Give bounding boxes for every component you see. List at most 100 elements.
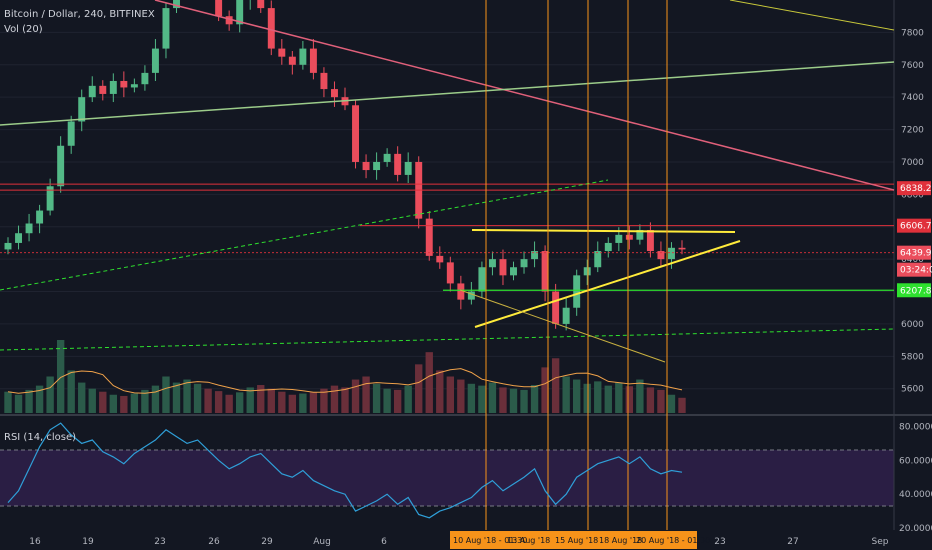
volume-bar bbox=[636, 379, 644, 413]
volume-bars bbox=[4, 340, 686, 413]
volume-bar bbox=[35, 385, 44, 413]
volume-bar bbox=[183, 379, 191, 413]
candle-body bbox=[4, 242, 12, 250]
candle-body bbox=[151, 48, 159, 73]
price-tag-support-bg bbox=[897, 283, 931, 298]
falling-channel-line bbox=[459, 289, 666, 363]
price-tick-label: 7400 bbox=[901, 93, 924, 103]
volume-bar bbox=[172, 382, 181, 413]
triangle-lower-line bbox=[474, 240, 741, 328]
volume-bar bbox=[320, 388, 328, 413]
volume-bar bbox=[56, 340, 65, 413]
candle-body bbox=[615, 234, 623, 243]
volume-bar bbox=[278, 391, 286, 413]
candle-body bbox=[678, 247, 686, 250]
volume-bar bbox=[4, 391, 12, 413]
volume-bar bbox=[46, 376, 54, 413]
price-tag-resistance: 6606.7 bbox=[900, 222, 932, 232]
price-tags: 6838.2 6606.7 6439.9 6207.8 03:24:02 bbox=[897, 181, 932, 298]
candle-body bbox=[646, 229, 654, 252]
volume-indicator-label[interactable]: Vol (20) bbox=[4, 24, 43, 35]
candle-body bbox=[604, 242, 612, 252]
candle-body bbox=[573, 275, 581, 308]
candle-body bbox=[404, 161, 412, 175]
candle-body bbox=[173, 0, 180, 9]
volume-bar bbox=[530, 385, 539, 413]
time-axis: 16 19 23 26 29 Aug 6 23 27 Sep bbox=[29, 537, 888, 547]
volume-bar bbox=[193, 383, 202, 413]
candle-body bbox=[215, 0, 223, 17]
rsi-tick-label: 20.0000 bbox=[899, 524, 932, 534]
price-tag-countdown-bg bbox=[897, 262, 931, 277]
candle-body bbox=[362, 161, 370, 171]
volume-bar bbox=[583, 383, 591, 413]
volume-bar bbox=[288, 394, 297, 413]
candle-body bbox=[309, 48, 317, 73]
volume-bar bbox=[141, 389, 149, 413]
date-tag-label: 10 Aug '18 - 01:30 bbox=[453, 536, 527, 545]
volume-bar bbox=[562, 376, 570, 413]
date-tag-label: 20 Aug '18 - 01:30 bbox=[636, 536, 710, 545]
descending-trendline bbox=[154, 0, 895, 191]
volume-bar bbox=[67, 370, 75, 413]
upper-right-trendline bbox=[729, 0, 895, 31]
rsi-band bbox=[0, 450, 894, 506]
candle-body bbox=[667, 247, 675, 260]
volume-bar bbox=[257, 385, 265, 413]
dashed-lower-trendline bbox=[0, 328, 895, 351]
candle-body bbox=[594, 251, 602, 268]
candle-body bbox=[257, 0, 265, 9]
volume-bar bbox=[404, 385, 412, 413]
volume-bar bbox=[120, 395, 128, 413]
price-tag-last: 6439.9 bbox=[900, 249, 932, 259]
volume-bar bbox=[488, 382, 497, 413]
ascending-long-trendline bbox=[0, 61, 895, 126]
candle-body bbox=[531, 251, 539, 260]
volume-bar bbox=[299, 393, 307, 413]
volume-bar bbox=[383, 388, 391, 413]
candle-body bbox=[267, 8, 275, 49]
trend-drawings[interactable] bbox=[0, 0, 895, 530]
volume-bar bbox=[151, 385, 160, 413]
rsi-line bbox=[7, 422, 683, 519]
rsi-tick-label: 60.0000 bbox=[899, 456, 932, 466]
candle-body bbox=[478, 267, 486, 292]
candle-body bbox=[109, 80, 117, 94]
volume-bar bbox=[509, 388, 518, 413]
volume-bar bbox=[109, 394, 117, 413]
time-tick-label: 16 bbox=[29, 537, 41, 547]
candle-body bbox=[383, 153, 391, 162]
time-tick-label: 29 bbox=[261, 537, 273, 547]
date-tag-label: 15 Aug '18 bbox=[555, 536, 598, 545]
time-tick-label: 23 bbox=[154, 537, 165, 547]
date-tag-bg bbox=[450, 531, 697, 549]
volume-bar bbox=[657, 389, 665, 413]
candle-body bbox=[330, 89, 338, 98]
price-tick-label: 6000 bbox=[901, 320, 924, 330]
rsi-indicator-label[interactable]: RSI (14, close) bbox=[4, 432, 77, 443]
price-tag-countdown: 03:24:02 bbox=[900, 266, 932, 276]
candle-body bbox=[541, 251, 549, 292]
candlesticks bbox=[4, 0, 686, 331]
time-tick-label: 6 bbox=[381, 537, 387, 547]
candle-body bbox=[99, 85, 107, 94]
price-tick-label: 5600 bbox=[901, 385, 924, 395]
volume-bar bbox=[130, 393, 139, 413]
triangle-upper-line bbox=[471, 229, 736, 233]
candle-body bbox=[436, 255, 444, 263]
volume-bar bbox=[478, 385, 486, 413]
dashed-support-trendline bbox=[0, 179, 609, 291]
candle-body bbox=[562, 307, 570, 324]
candle-body bbox=[36, 210, 44, 224]
chart-title[interactable]: Bitcoin / Dollar, 240, BITFINEX bbox=[4, 9, 155, 20]
time-tick-label: 26 bbox=[208, 537, 220, 547]
candle-body bbox=[120, 80, 128, 88]
volume-bar bbox=[425, 352, 433, 413]
candle-body bbox=[499, 259, 507, 276]
volume-bar bbox=[362, 376, 370, 413]
rsi-tick-label: 40.0000 bbox=[899, 490, 932, 500]
price-tick-label: 5800 bbox=[901, 352, 924, 362]
volume-bar bbox=[14, 394, 23, 413]
